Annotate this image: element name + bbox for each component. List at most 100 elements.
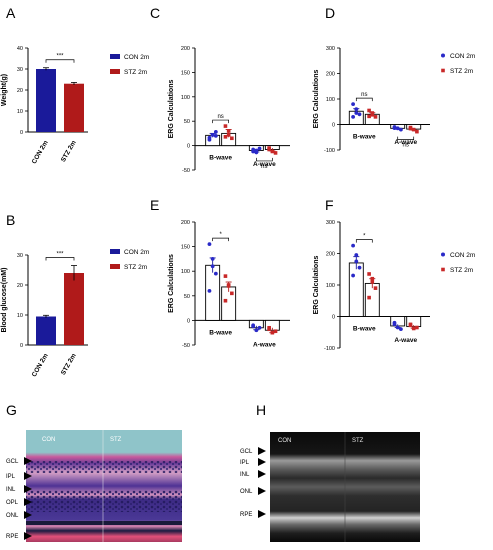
histology-image: [26, 430, 182, 542]
data-point: [207, 288, 212, 293]
layer-label: GCL: [240, 449, 253, 455]
legend-swatch: [110, 54, 120, 59]
y-tick-label: 100: [326, 283, 335, 289]
data-point: [373, 286, 378, 290]
data-point: [392, 126, 397, 130]
y-tick-label: 0: [20, 343, 23, 349]
panel-label-g: G: [6, 402, 17, 418]
data-point: [267, 327, 271, 332]
oct-image: [270, 432, 420, 542]
data-point: [213, 130, 218, 134]
y-tick-label: 40: [17, 46, 23, 52]
oct-layer-labels: GCL IPL INL ONL RPE: [240, 447, 266, 518]
data-point: [370, 113, 375, 117]
x-tick-label: CON 2m: [31, 352, 50, 378]
significance-bracket: [45, 257, 75, 261]
y-axis-label: Weight(g): [1, 74, 8, 106]
data-point: [226, 129, 231, 133]
legend-label: STZ 2m: [124, 264, 147, 271]
data-point: [257, 146, 262, 151]
y-tick-label: 10: [17, 109, 23, 115]
bar: [64, 273, 84, 345]
significance-label: ns: [261, 164, 267, 170]
significance-label: ***: [56, 54, 64, 60]
x-tick-label: A-wave: [253, 342, 276, 349]
legend-marker: [441, 252, 445, 257]
y-tick-label: 0: [332, 315, 335, 321]
legend-swatch: [110, 249, 120, 254]
panel-label: A: [6, 5, 16, 21]
data-point: [207, 242, 212, 247]
y-tick-label: 30: [17, 67, 23, 73]
chart-panel-d: D -100 0 100 200 300 ERG Calculations B-wave A-w…: [313, 5, 475, 154]
y-tick-label: 200: [181, 220, 190, 226]
layer-label: INL: [6, 487, 16, 493]
data-point: [408, 323, 413, 328]
data-point: [354, 107, 359, 112]
data-point: [213, 133, 218, 138]
y-tick-label: 10: [17, 313, 23, 319]
data-point: [273, 329, 278, 334]
legend-marker: [441, 267, 445, 272]
panel-label: E: [150, 197, 159, 213]
bar: [64, 83, 84, 132]
data-point: [351, 102, 355, 106]
arrow-icon: [24, 485, 32, 493]
data-point: [354, 259, 359, 264]
panel-label-h: H: [256, 402, 266, 418]
data-point: [395, 126, 400, 131]
significance-bracket: [256, 157, 273, 162]
y-tick-label: 0: [332, 123, 335, 129]
y-tick-label: 20: [17, 283, 23, 289]
data-point: [223, 124, 228, 128]
legend-swatch: [110, 264, 120, 269]
data-point: [270, 149, 275, 154]
data-point: [207, 137, 212, 142]
data-point: [223, 274, 228, 278]
layer-label: GCL: [6, 459, 19, 465]
legend-label: STZ 2m: [124, 69, 147, 76]
y-tick-label: 200: [326, 72, 335, 78]
significance-label: ns: [361, 92, 367, 98]
data-point: [411, 127, 416, 132]
y-axis-label: ERG Calculations: [313, 256, 320, 315]
layer-label: RPE: [240, 512, 252, 518]
y-tick-label: 100: [181, 269, 190, 275]
x-tick-label: CON 2m: [31, 139, 50, 165]
y-tick-label: 200: [326, 252, 335, 258]
x-tick-label: STZ 2m: [60, 352, 78, 376]
arrow-icon: [24, 511, 32, 519]
data-point: [223, 298, 228, 303]
data-point: [257, 325, 262, 330]
y-tick-label: 100: [181, 95, 190, 101]
data-point: [370, 276, 375, 281]
bar: [348, 262, 364, 317]
panel-g: G CON STZ GCL IPL INL OPL ONL RPE: [6, 402, 182, 542]
data-point: [415, 325, 419, 330]
data-point: [415, 129, 419, 134]
x-tick-label: A-wave: [394, 337, 417, 344]
y-axis-label: Blood glucose(mM): [1, 268, 8, 333]
arrow-icon: [24, 457, 32, 465]
legend-label: CON 2m: [124, 249, 149, 256]
data-point: [357, 265, 362, 270]
y-tick-label: 20: [17, 88, 23, 94]
data-point: [351, 114, 355, 119]
data-point: [351, 243, 355, 248]
y-axis-label: ERG Calculations: [168, 80, 175, 139]
legend-label: CON 2m: [124, 54, 149, 61]
legend-marker: [441, 68, 445, 73]
arrow-icon: [258, 458, 266, 466]
data-point: [367, 114, 371, 119]
layer-label: IPL: [6, 474, 16, 480]
data-point: [370, 280, 375, 284]
significance-label: *: [219, 232, 222, 238]
data-point: [267, 147, 271, 152]
y-tick-label: -50: [182, 168, 190, 174]
arrow-icon: [24, 498, 32, 506]
significance-label: *: [363, 234, 366, 240]
legend-swatch: [110, 69, 120, 74]
y-tick-label: -100: [324, 148, 335, 154]
data-point: [354, 253, 359, 257]
y-tick-label: -100: [324, 346, 335, 352]
